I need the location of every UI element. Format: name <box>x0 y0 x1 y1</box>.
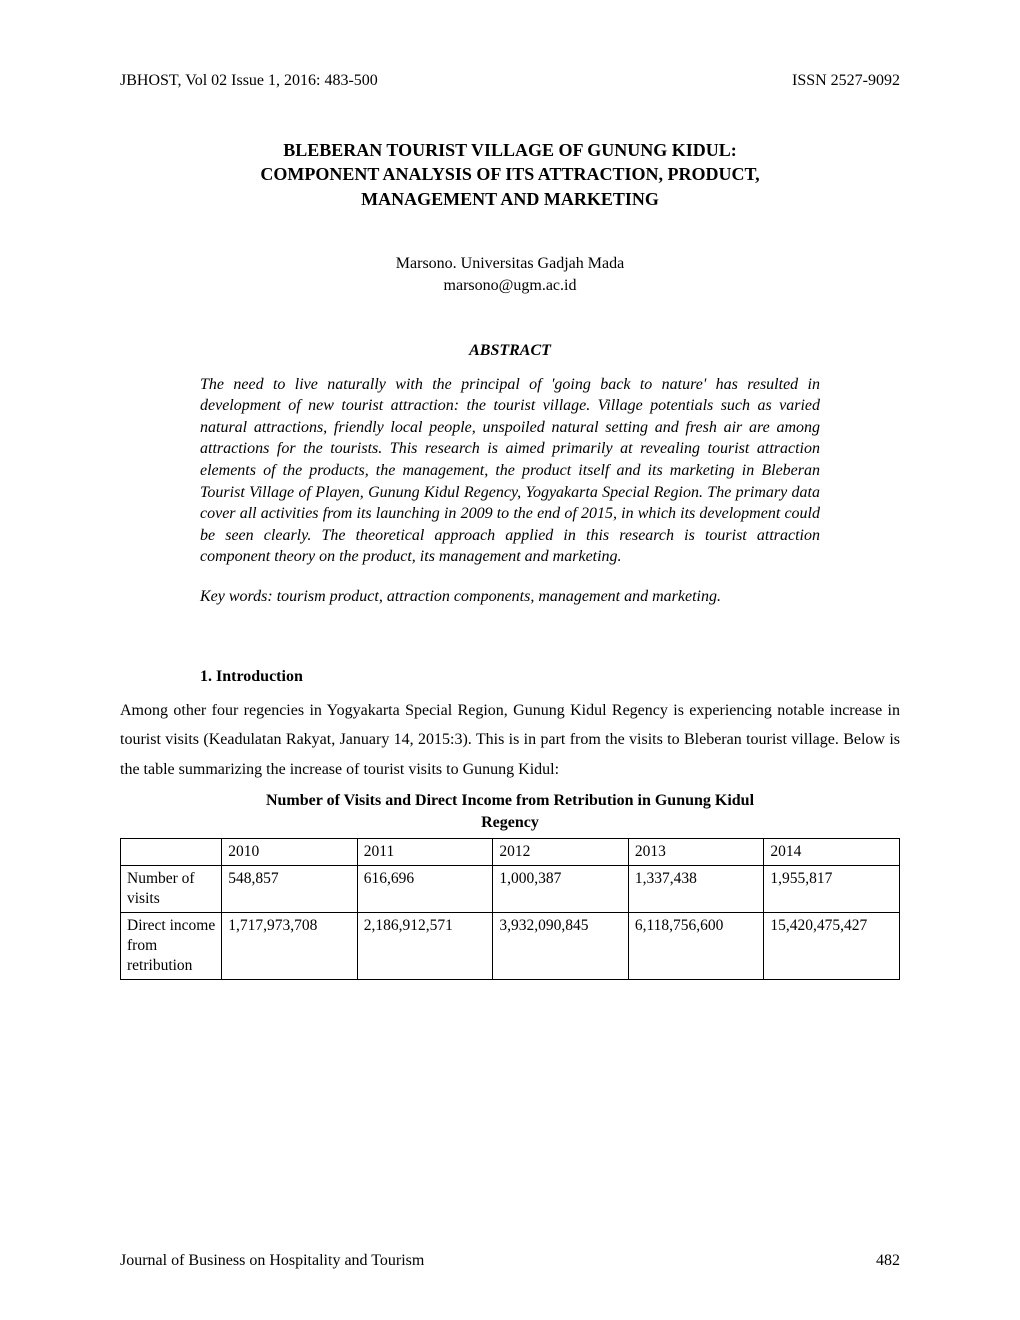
keywords-text: Key words: tourism product, attraction c… <box>200 586 820 608</box>
table-cell: 1,955,817 <box>764 865 900 912</box>
table-cell: 15,420,475,427 <box>764 913 900 980</box>
table-row: Number of visits 548,857 616,696 1,000,3… <box>121 865 900 912</box>
title-line-3: MANAGEMENT AND MARKETING <box>150 187 870 211</box>
table-cell: 3,932,090,845 <box>493 913 629 980</box>
table-title-line1: Number of Visits and Direct Income from … <box>120 790 900 812</box>
header-journal: JBHOST, Vol 02 Issue 1, 2016: 483-500 <box>120 72 378 90</box>
title-line-2: COMPONENT ANALYSIS OF ITS ATTRACTION, PR… <box>150 162 870 186</box>
data-table: 2010 2011 2012 2013 2014 Number of visit… <box>120 838 900 981</box>
table-header-2013: 2013 <box>628 838 764 865</box>
table-cell: 2,186,912,571 <box>357 913 493 980</box>
table-header-2012: 2012 <box>493 838 629 865</box>
header-issn: ISSN 2527-9092 <box>792 72 900 90</box>
author-block: Marsono. Universitas Gadjah Mada marsono… <box>120 253 900 298</box>
title-line-1: BLEBERAN TOURIST VILLAGE OF GUNUNG KIDUL… <box>150 138 870 162</box>
paper-title: BLEBERAN TOURIST VILLAGE OF GUNUNG KIDUL… <box>120 138 900 211</box>
table-row-label: Number of visits <box>121 865 222 912</box>
table-cell: 548,857 <box>222 865 358 912</box>
table-header-2010: 2010 <box>222 838 358 865</box>
abstract-text: The need to live naturally with the prin… <box>200 374 820 568</box>
author-name: Marsono. Universitas Gadjah Mada <box>120 253 900 275</box>
introduction-heading: 1. Introduction <box>200 668 900 686</box>
footer-page-number: 482 <box>876 1252 900 1270</box>
introduction-body: Among other four regencies in Yogyakarta… <box>120 696 900 785</box>
table-cell: 6,118,756,600 <box>628 913 764 980</box>
author-email: marsono@ugm.ac.id <box>120 275 900 297</box>
abstract-heading: ABSTRACT <box>120 342 900 360</box>
table-header-empty <box>121 838 222 865</box>
table-cell: 1,337,438 <box>628 865 764 912</box>
table-cell: 1,717,973,708 <box>222 913 358 980</box>
table-title: Number of Visits and Direct Income from … <box>120 790 900 833</box>
table-row-label: Direct income from retribution <box>121 913 222 980</box>
table-cell: 1,000,387 <box>493 865 629 912</box>
table-cell: 616,696 <box>357 865 493 912</box>
table-header-2011: 2011 <box>357 838 493 865</box>
page-footer: Journal of Business on Hospitality and T… <box>120 1252 900 1270</box>
footer-journal: Journal of Business on Hospitality and T… <box>120 1252 424 1270</box>
table-row: Direct income from retribution 1,717,973… <box>121 913 900 980</box>
table-title-line2: Regency <box>120 812 900 834</box>
table-header-2014: 2014 <box>764 838 900 865</box>
page-header: JBHOST, Vol 02 Issue 1, 2016: 483-500 IS… <box>120 72 900 90</box>
table-header-row: 2010 2011 2012 2013 2014 <box>121 838 900 865</box>
